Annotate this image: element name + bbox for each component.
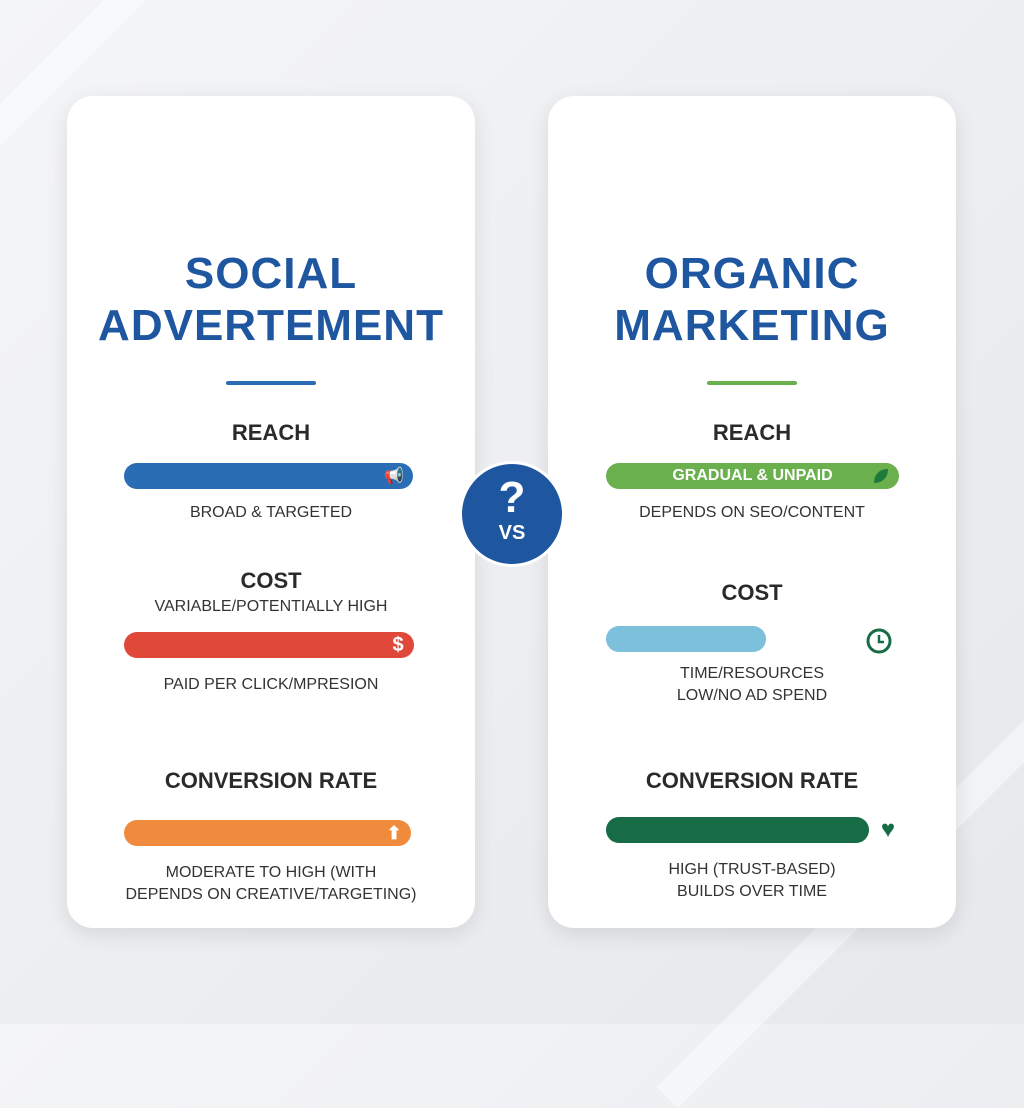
heart-icon: ♥ (880, 816, 896, 843)
cost-heading: COST (240, 568, 302, 593)
organic-card: ORGANIC MARKETING REACH GRADUAL & UNPAID … (548, 96, 956, 928)
social-ad-card: SOCIAL ADVERTEMENT REACH 📢 BROAD & TARGET… (67, 96, 475, 928)
divider (226, 381, 316, 385)
cost-note: TIME/RESOURCES LOW/NO AD SPEND (676, 665, 828, 704)
reach-bar (124, 463, 413, 489)
divider (707, 381, 797, 385)
card-title: SOCIAL ADVERTEMENT (98, 249, 444, 350)
vs-badge: ? VS (459, 461, 565, 567)
cost-bar (124, 632, 414, 658)
reach-heading: REACH (231, 420, 311, 445)
arrow-up-icon: ⬆ (386, 822, 402, 843)
reach-heading: REACH (712, 420, 792, 445)
conversion-heading: CONVERSION RATE (645, 768, 859, 793)
megaphone-icon: 📢 (384, 468, 404, 485)
conversion-note: HIGH (TRUST-BASED) BUILDS OVER TIME (668, 861, 836, 900)
reach-bar: GRADUAL & UNPAID (606, 463, 899, 489)
cost-bar (606, 626, 766, 652)
question-mark-icon: ? (498, 473, 526, 522)
clock-icon (864, 626, 894, 656)
reach-note: BROAD & TARGETED (189, 504, 353, 521)
conversion-bar (124, 820, 411, 846)
cost-note: PAID PER CLICK/MPRESION (163, 676, 379, 693)
card-title: ORGANIC MARKETING (614, 249, 890, 350)
reach-note: DEPENDS ON SEO/CONTENT (639, 504, 865, 521)
conversion-note: MODERATE TO HIGH (WITH DEPENDS ON CREATIV… (125, 864, 417, 903)
leaf-icon (868, 463, 894, 489)
cost-subheading: VARIABLE/POTENTIALLY HIGH (154, 598, 388, 615)
vs-label: VS (498, 522, 526, 544)
conversion-heading: CONVERSION RATE (164, 768, 378, 793)
conversion-bar (606, 817, 869, 843)
cost-heading: COST (721, 580, 783, 605)
dollar-icon: $ (392, 633, 404, 656)
